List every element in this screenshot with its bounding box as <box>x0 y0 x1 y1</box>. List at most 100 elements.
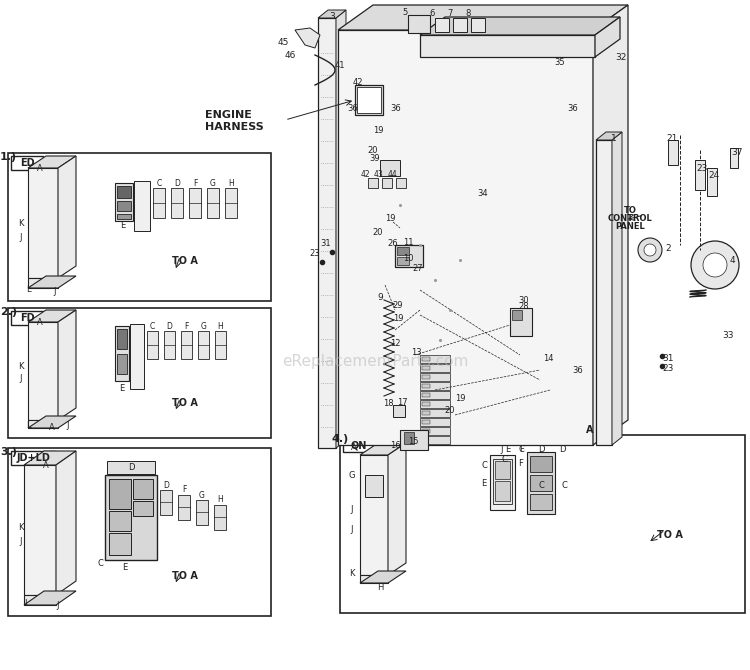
Text: F: F <box>520 446 524 454</box>
Bar <box>196 500 208 525</box>
Polygon shape <box>612 132 622 445</box>
Text: 31: 31 <box>321 239 332 247</box>
Bar <box>225 188 237 218</box>
Polygon shape <box>595 17 620 57</box>
Circle shape <box>601 152 607 158</box>
Text: A: A <box>50 423 55 433</box>
Bar <box>420 427 450 435</box>
Text: J: J <box>20 373 22 383</box>
Text: E: E <box>506 446 511 454</box>
Circle shape <box>601 332 607 338</box>
Text: 42: 42 <box>352 78 363 86</box>
Polygon shape <box>318 10 346 18</box>
Text: E: E <box>119 383 124 393</box>
Text: 20: 20 <box>373 228 383 237</box>
Text: TO A: TO A <box>172 256 198 266</box>
Text: HARNESS: HARNESS <box>205 122 264 132</box>
Text: D: D <box>128 464 134 472</box>
Bar <box>380 160 400 176</box>
Text: 23: 23 <box>310 249 320 257</box>
Text: J: J <box>20 537 22 547</box>
Circle shape <box>703 253 727 277</box>
Text: 10: 10 <box>403 253 413 263</box>
Text: D: D <box>559 446 566 454</box>
Text: K: K <box>350 569 355 578</box>
Text: ED: ED <box>20 158 34 168</box>
Polygon shape <box>58 310 76 420</box>
Bar <box>530 475 552 491</box>
Text: H: H <box>217 322 223 330</box>
Bar <box>357 87 381 113</box>
Bar <box>355 85 383 115</box>
Bar <box>404 432 414 444</box>
Polygon shape <box>420 17 620 35</box>
Text: 36: 36 <box>347 103 358 113</box>
Bar <box>153 188 165 218</box>
Polygon shape <box>338 30 593 445</box>
Circle shape <box>601 242 607 248</box>
Text: C: C <box>518 444 524 454</box>
Bar <box>695 160 705 190</box>
Polygon shape <box>24 465 56 595</box>
Bar <box>453 18 467 32</box>
Polygon shape <box>28 420 58 428</box>
Text: 42: 42 <box>360 170 370 178</box>
Bar <box>408 15 430 33</box>
Text: F: F <box>182 486 186 494</box>
Text: 16: 16 <box>390 440 400 450</box>
Text: 1: 1 <box>611 133 616 143</box>
Bar <box>368 178 378 188</box>
Text: 23: 23 <box>662 364 674 373</box>
Bar <box>397 257 409 265</box>
Text: 27: 27 <box>413 263 423 273</box>
Text: A: A <box>38 318 43 326</box>
Bar <box>117 186 131 198</box>
Text: C: C <box>157 178 162 188</box>
Bar <box>134 181 150 231</box>
Circle shape <box>601 182 607 188</box>
Text: 36: 36 <box>568 103 578 113</box>
Bar <box>215 331 226 359</box>
Bar <box>530 456 552 472</box>
Polygon shape <box>28 156 76 168</box>
Bar <box>420 418 450 426</box>
Text: H: H <box>217 496 223 505</box>
Bar <box>435 18 449 32</box>
Bar <box>490 455 515 510</box>
Text: 11: 11 <box>403 237 413 247</box>
Bar <box>422 375 430 379</box>
Text: C: C <box>150 322 155 330</box>
Bar <box>420 436 450 444</box>
Text: K: K <box>18 523 24 533</box>
Text: E: E <box>482 478 487 488</box>
Text: 1.): 1.) <box>0 152 17 162</box>
Bar <box>164 331 175 359</box>
Text: 19: 19 <box>393 314 404 322</box>
Polygon shape <box>56 451 76 595</box>
Text: CONTROL: CONTROL <box>608 214 652 222</box>
Text: A: A <box>351 442 357 452</box>
Bar <box>178 495 190 520</box>
Text: J: J <box>351 505 353 515</box>
Text: 35: 35 <box>555 58 566 66</box>
Bar <box>527 452 555 514</box>
Text: J: J <box>351 525 353 535</box>
Text: PANEL: PANEL <box>615 222 645 230</box>
Text: 12: 12 <box>390 338 400 348</box>
Text: D: D <box>163 480 169 490</box>
Text: TO: TO <box>623 206 637 214</box>
Bar <box>160 490 172 515</box>
Bar <box>189 188 201 218</box>
Text: 3.): 3.) <box>0 447 17 457</box>
Bar <box>343 438 375 452</box>
Text: 24: 24 <box>708 170 719 180</box>
Bar <box>668 140 678 165</box>
Text: J: J <box>20 232 22 241</box>
Bar <box>365 475 383 497</box>
Bar <box>707 168 717 196</box>
Bar <box>422 393 430 397</box>
Text: 9: 9 <box>377 293 382 302</box>
Bar <box>115 183 133 221</box>
Bar <box>420 364 450 372</box>
Text: 34: 34 <box>478 188 488 198</box>
